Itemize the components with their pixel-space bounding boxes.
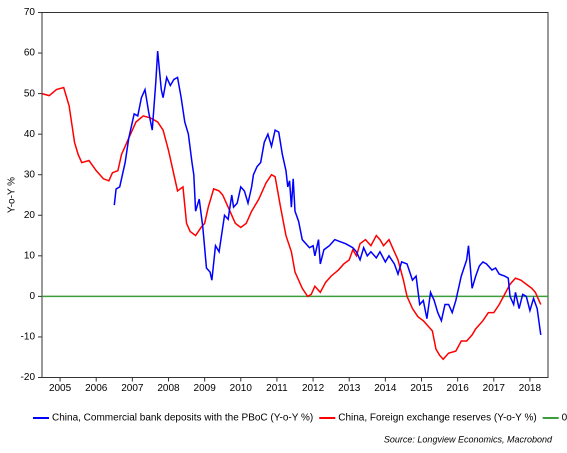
- x-tick-label: 2014: [374, 383, 397, 394]
- y-tick-label: 60: [24, 48, 36, 59]
- y-axis-label: Y-o-Y %: [7, 177, 18, 213]
- x-tick-label: 2013: [338, 383, 361, 394]
- x-tick-label: 2018: [519, 383, 542, 394]
- x-tick-label: 2011: [266, 383, 288, 394]
- y-tick-label: -10: [21, 332, 36, 343]
- y-tick-label: 40: [24, 129, 36, 140]
- x-tick-label: 2017: [483, 383, 506, 394]
- x-tick-label: 2005: [49, 383, 72, 394]
- x-tick-label: 2012: [302, 383, 325, 394]
- x-tick-label: 2009: [194, 383, 217, 394]
- x-tick-label: 2010: [230, 383, 253, 394]
- y-tick-label: -20: [21, 372, 36, 383]
- plot-frame: [41, 12, 549, 378]
- x-tick-label: 2008: [157, 383, 180, 394]
- series-line: [113, 50, 542, 336]
- legend-label: China, Foreign exchange reserves (Y-o-Y …: [338, 413, 536, 424]
- y-tick-label: 30: [24, 169, 36, 180]
- x-tick-label: 2006: [85, 383, 108, 394]
- x-tick-label: 2015: [410, 383, 433, 394]
- y-tick-label: 50: [24, 88, 36, 99]
- source-note: Source: Longview Economics, Macrobond: [384, 434, 553, 444]
- y-tick-label: 10: [24, 250, 36, 261]
- legend-label: 0: [562, 413, 567, 424]
- series-line: [41, 86, 542, 361]
- legend-label: China, Commercial bank deposits with the…: [52, 413, 313, 424]
- y-tick-label: 0: [29, 291, 35, 302]
- x-tick-label: 2007: [121, 383, 144, 394]
- y-tick-label: 70: [24, 7, 36, 18]
- x-tick-label: 2016: [447, 383, 470, 394]
- y-tick-label: 20: [24, 210, 36, 221]
